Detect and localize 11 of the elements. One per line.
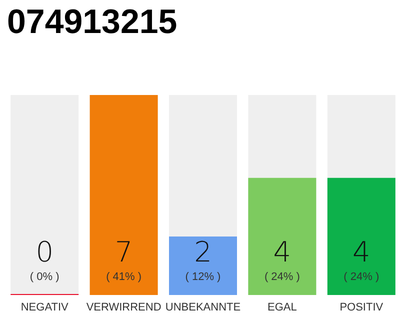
x-tick-label: POSITIV (340, 302, 384, 314)
data-label: 7 ( 41% ) (106, 236, 142, 283)
data-label: 0 ( 0% ) (30, 236, 60, 283)
x-tick-label: UNBEKANNTE (165, 302, 241, 314)
x-tick-label: VERWIRREND (86, 302, 162, 314)
x-tick-label: EGAL (268, 302, 297, 314)
chart-title: 074913215 (7, 3, 178, 41)
x-tick-label: NEGATIV (20, 302, 69, 314)
data-label: 2 ( 12% ) (185, 236, 221, 283)
data-label: 4 ( 24% ) (344, 236, 380, 283)
data-label: 4 ( 24% ) (264, 236, 300, 283)
